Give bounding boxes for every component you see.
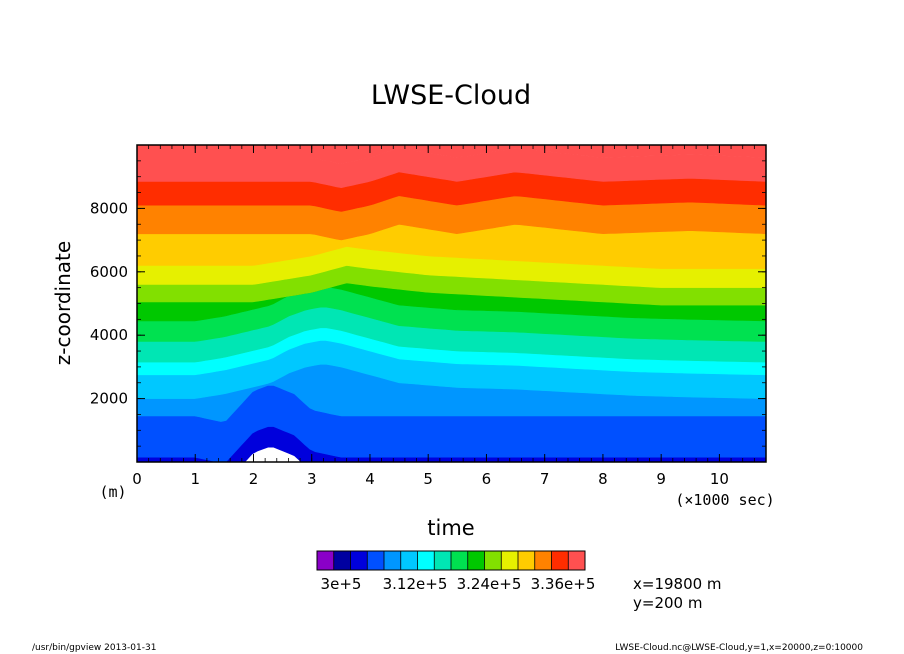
x-tick-label: 3 xyxy=(307,470,317,488)
colorbar-swatch xyxy=(434,551,452,570)
colorbar-swatch xyxy=(551,551,569,570)
colorbar-swatch xyxy=(467,551,485,570)
colorbar-swatch xyxy=(333,551,351,570)
x-tick-label: 10 xyxy=(710,470,729,488)
colorbar-swatch xyxy=(417,551,435,570)
chart-title: LWSE-Cloud xyxy=(371,80,531,111)
y-tick-label: 2000 xyxy=(90,390,128,408)
x-axis: 0 1 2 3 4 5 6 7 8 9 10 xyxy=(132,145,767,488)
colorbar-swatch xyxy=(518,551,536,570)
colorbar-swatch xyxy=(400,551,418,570)
colorbar-tick-label: 3.36e+5 xyxy=(531,575,596,593)
x-tick-label: 7 xyxy=(540,470,550,488)
y-tick-label: 4000 xyxy=(90,326,128,344)
x-axis-unit: (×1000 sec) xyxy=(675,491,774,509)
colorbar-swatch xyxy=(484,551,502,570)
y-axis-label: z-coordinate xyxy=(51,241,75,365)
colorbar-frame xyxy=(316,550,586,571)
y-axis-unit: (m) xyxy=(99,483,126,501)
colorbar-swatch xyxy=(350,551,368,570)
colorbar-swatch xyxy=(451,551,469,570)
x-tick-label: 9 xyxy=(656,470,666,488)
colorbar-tick-label: 3e+5 xyxy=(321,575,362,593)
x-tick-label: 8 xyxy=(598,470,608,488)
x-tick-label: 6 xyxy=(482,470,492,488)
colorbar-tick-label: 3.24e+5 xyxy=(457,575,522,593)
y-tick-label: 6000 xyxy=(90,263,128,281)
colorbar-swatch xyxy=(568,551,586,570)
colorbar-tick-labels: 3e+5 3.12e+5 3.24e+5 3.36e+5 xyxy=(321,575,596,593)
colorbar-swatch xyxy=(367,551,385,570)
colorbar-swatch xyxy=(317,551,335,570)
contour-band xyxy=(137,147,766,189)
coordinate-x-note: x=19800 m xyxy=(633,575,722,593)
x-tick-label: 1 xyxy=(190,470,200,488)
footer-left: /usr/bin/gpview 2013-01-31 xyxy=(32,643,156,653)
x-tick-label: 4 xyxy=(365,470,375,488)
x-tick-label: 5 xyxy=(423,470,433,488)
y-axis: 2000 4000 6000 8000 xyxy=(90,160,766,447)
coordinate-y-note: y=200 m xyxy=(633,594,702,612)
colorbar-tick-label: 3.12e+5 xyxy=(383,575,448,593)
colorbar xyxy=(316,550,586,571)
x-tick-label: 2 xyxy=(249,470,259,488)
colorbar-swatch xyxy=(501,551,519,570)
colorbar-swatch xyxy=(384,551,402,570)
contour-field xyxy=(137,145,766,462)
x-axis-label: time xyxy=(427,516,474,540)
contour-band xyxy=(137,145,766,164)
y-tick-label: 8000 xyxy=(90,199,128,217)
colorbar-swatch xyxy=(534,551,552,570)
x-tick-label: 0 xyxy=(132,470,142,488)
footer-right: LWSE-Cloud.nc@LWSE-Cloud,y=1,x=20000,z=0… xyxy=(615,643,863,653)
